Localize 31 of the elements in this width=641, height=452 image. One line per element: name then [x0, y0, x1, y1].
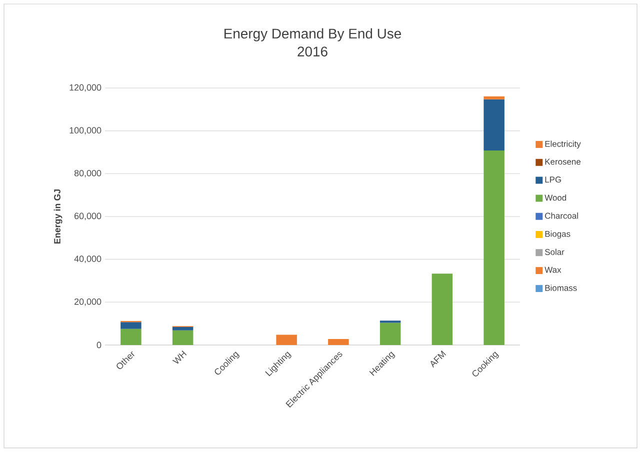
bar [328, 338, 349, 345]
bar [172, 326, 194, 330]
legend-label: Wax [544, 266, 562, 273]
bar [484, 99, 504, 151]
legend-label: Kerosene [545, 158, 580, 165]
legend-label: Electricity [545, 140, 581, 149]
bar [120, 322, 142, 329]
legend-label: Biogas [545, 230, 570, 239]
y-axis-title: Energy in GJ [54, 189, 62, 244]
bar [380, 322, 401, 345]
legend-label: Wood [544, 194, 566, 201]
x-tick-label: WH [172, 350, 187, 364]
y-tick-label: 100,000 [70, 127, 102, 135]
y-tick-label: 60,000 [74, 212, 102, 220]
y-tick-label: 120,000 [70, 84, 102, 92]
bar [432, 274, 453, 345]
legend-label: LPG [545, 176, 561, 183]
bar [484, 150, 504, 345]
chart-subtitle: 2016 [298, 46, 328, 56]
bar [276, 334, 297, 345]
y-tick-label: 0 [96, 342, 102, 348]
bar [172, 330, 194, 345]
y-tick-label: 20,000 [74, 298, 102, 306]
y-tick-label: 40,000 [74, 256, 102, 264]
chart-title: Energy Demand By End Use [224, 28, 402, 42]
legend-label: Biomass [545, 284, 577, 291]
legend-label: Charcoal [545, 212, 578, 219]
bar [120, 328, 142, 345]
legend-label: Solar [545, 248, 564, 256]
bar [484, 96, 504, 100]
y-tick-label: 80,000 [74, 170, 102, 178]
